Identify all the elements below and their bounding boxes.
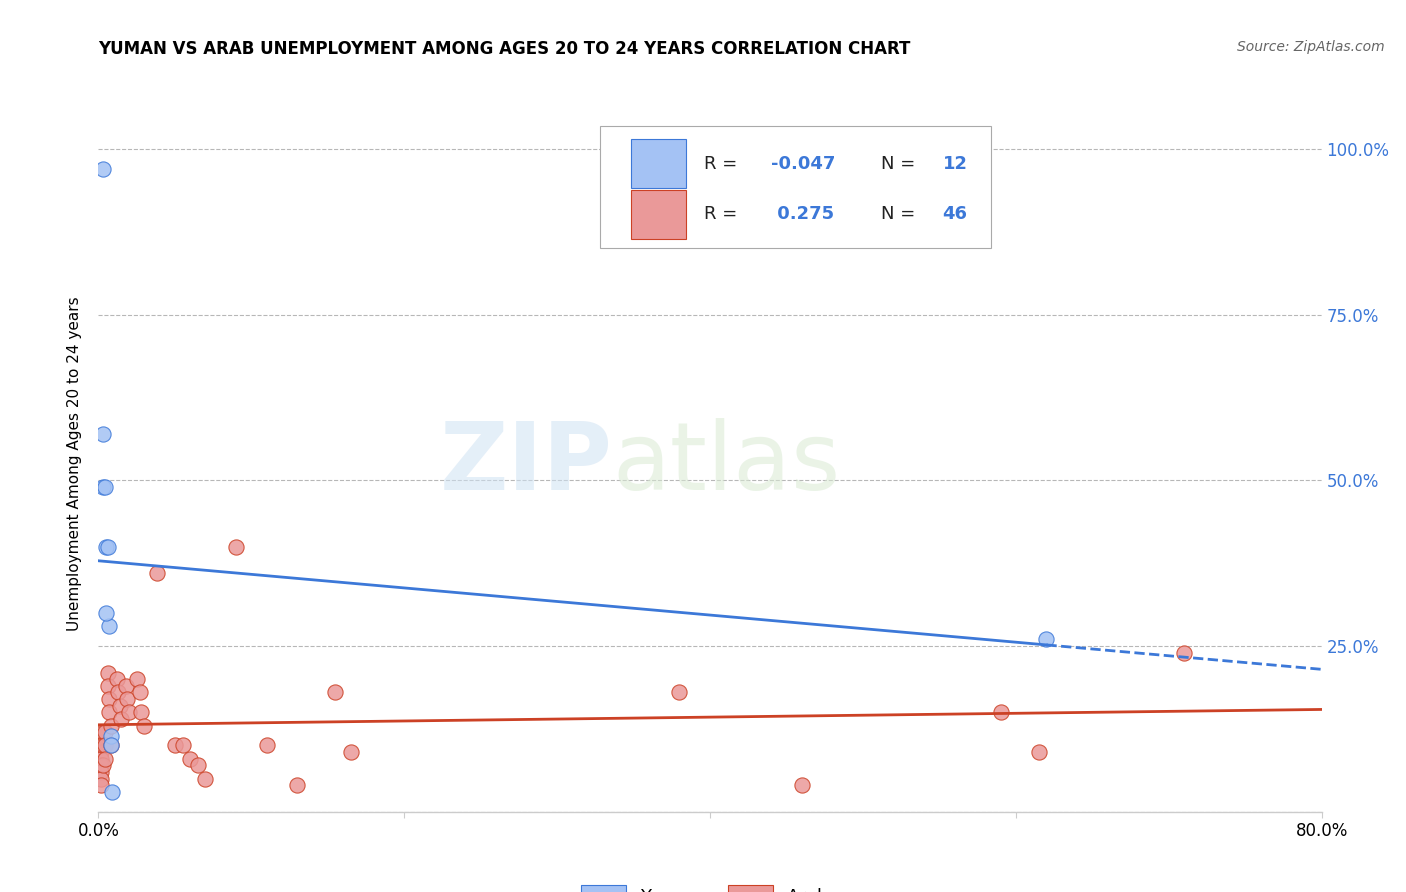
Point: [91, 758, 114, 772]
Point: [90, 745, 112, 759]
Point: [100, 739, 122, 753]
Text: atlas: atlas: [612, 417, 841, 510]
Text: -0.047: -0.047: [772, 154, 835, 172]
FancyBboxPatch shape: [630, 190, 686, 238]
Point: [108, 698, 131, 713]
Point: [1035, 632, 1057, 647]
Point: [94, 606, 117, 620]
FancyBboxPatch shape: [630, 139, 686, 188]
Point: [98, 619, 121, 633]
Point: [107, 685, 129, 699]
Text: ZIP: ZIP: [439, 417, 612, 510]
Point: [90, 752, 112, 766]
Point: [225, 540, 247, 554]
Point: [93, 752, 115, 766]
Point: [90, 764, 112, 779]
Point: [101, 785, 124, 799]
Point: [118, 706, 141, 720]
Point: [91, 161, 114, 176]
Point: [100, 739, 122, 753]
Point: [134, 718, 156, 732]
Point: [97, 679, 120, 693]
Point: [117, 692, 139, 706]
Point: [91, 725, 114, 739]
Point: [325, 685, 347, 699]
Point: [100, 718, 122, 732]
Point: [163, 739, 186, 753]
FancyBboxPatch shape: [600, 127, 991, 248]
Point: [172, 739, 194, 753]
Point: [790, 778, 813, 792]
Point: [98, 706, 121, 720]
Text: R =: R =: [704, 205, 742, 223]
Text: 46: 46: [942, 205, 967, 223]
Point: [93, 480, 115, 494]
Point: [339, 745, 361, 759]
Text: 0.275: 0.275: [772, 205, 834, 223]
Text: R =: R =: [704, 154, 742, 172]
Point: [115, 679, 138, 693]
Text: N =: N =: [882, 205, 921, 223]
Point: [93, 739, 115, 753]
Text: 12: 12: [942, 154, 967, 172]
Point: [128, 685, 150, 699]
Point: [97, 540, 120, 554]
Point: [90, 739, 112, 753]
Point: [110, 712, 132, 726]
Point: [1173, 646, 1195, 660]
Text: Source: ZipAtlas.com: Source: ZipAtlas.com: [1237, 40, 1385, 54]
Point: [256, 739, 278, 753]
Point: [194, 772, 217, 786]
Point: [90, 758, 112, 772]
Y-axis label: Unemployment Among Ages 20 to 24 years: Unemployment Among Ages 20 to 24 years: [67, 296, 83, 632]
Legend: Yuman, Arabs: Yuman, Arabs: [572, 877, 848, 892]
Point: [91, 480, 114, 494]
Point: [100, 729, 122, 743]
Point: [90, 772, 112, 786]
Point: [145, 566, 167, 581]
Point: [91, 739, 114, 753]
Point: [668, 685, 690, 699]
Point: [285, 778, 308, 792]
Point: [93, 725, 115, 739]
Point: [94, 540, 117, 554]
Point: [179, 752, 201, 766]
Text: N =: N =: [882, 154, 921, 172]
Point: [1028, 745, 1050, 759]
Text: YUMAN VS ARAB UNEMPLOYMENT AMONG AGES 20 TO 24 YEARS CORRELATION CHART: YUMAN VS ARAB UNEMPLOYMENT AMONG AGES 20…: [98, 40, 911, 58]
Point: [187, 758, 209, 772]
Point: [97, 665, 120, 680]
Point: [90, 778, 112, 792]
Point: [129, 706, 152, 720]
Point: [91, 427, 114, 442]
Point: [105, 672, 128, 686]
Point: [125, 672, 148, 686]
Point: [98, 692, 121, 706]
Point: [990, 706, 1012, 720]
